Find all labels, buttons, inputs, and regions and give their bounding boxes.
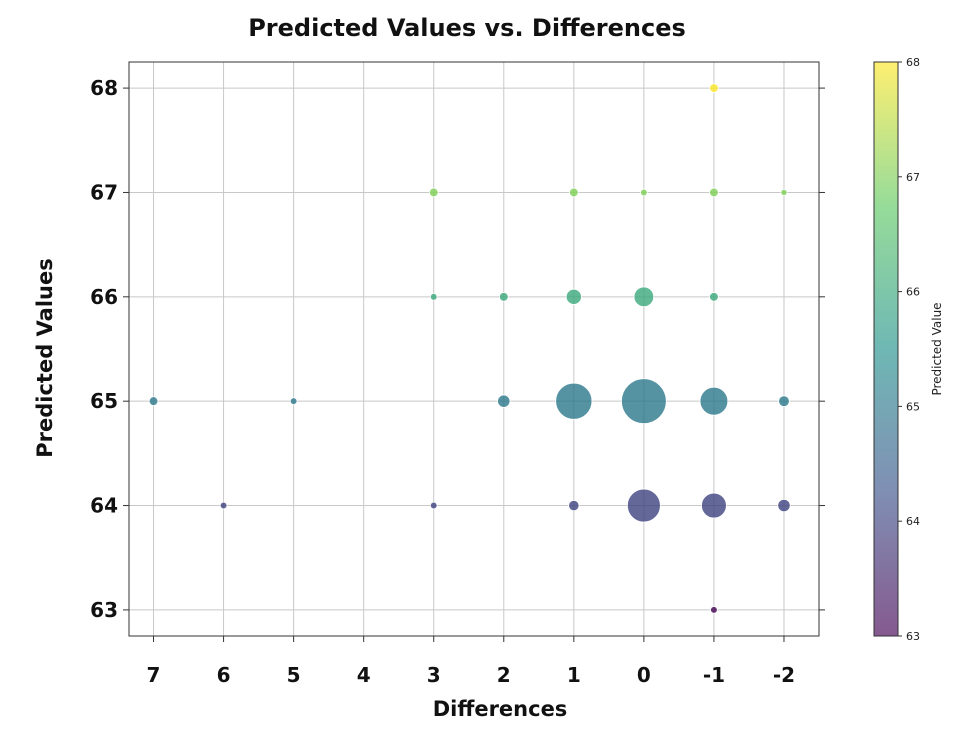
colorbar-gradient [873, 61, 899, 637]
data-point [633, 286, 655, 308]
y-tick-label: 66 [90, 285, 118, 309]
colorbar-tick-label: 65 [906, 400, 920, 413]
y-tick-label: 63 [90, 598, 118, 622]
data-points [148, 83, 791, 614]
data-point [569, 187, 579, 198]
colorbar-tick-label: 63 [906, 630, 920, 643]
data-point [219, 501, 228, 510]
x-tick-label: 2 [497, 663, 511, 687]
data-point [498, 292, 509, 302]
data-point [429, 501, 438, 510]
x-tick-label: -1 [703, 663, 725, 687]
x-tick-label: 7 [147, 663, 161, 687]
colorbar-label: Predicted Value [930, 302, 944, 395]
x-tick-label: 5 [287, 663, 301, 687]
chart-title: Predicted Values vs. Differences [248, 14, 686, 42]
data-point [627, 488, 661, 523]
data-point [709, 187, 719, 198]
data-point [555, 382, 593, 420]
data-point [621, 378, 667, 425]
data-point [428, 187, 439, 198]
y-tick-label: 64 [90, 494, 118, 518]
colorbar-ticks: 63 64 65 66 67 68 [898, 56, 920, 643]
y-tick-label: 65 [90, 389, 118, 413]
colorbar-tick-label: 66 [906, 286, 920, 299]
data-point [709, 292, 719, 302]
y-axis-title: Predicted Values [33, 258, 57, 457]
colorbar-tick-label: 64 [906, 515, 920, 528]
x-axis-title: Differences [433, 697, 568, 721]
data-point [640, 188, 648, 197]
y-tick-label: 67 [90, 180, 118, 204]
data-point [701, 492, 727, 519]
data-point [148, 396, 159, 406]
x-tick-label: 1 [567, 663, 581, 687]
x-tick-label: 6 [217, 663, 231, 687]
x-tick-label: 0 [637, 663, 651, 687]
colorbar-tick-label: 67 [906, 171, 920, 184]
x-tick-label: -2 [773, 663, 795, 687]
data-point [289, 397, 298, 405]
x-tick-label: 4 [357, 663, 371, 687]
grid [129, 62, 819, 636]
data-point [497, 394, 511, 408]
colorbar: 63 64 65 66 67 68 Predicted Value [873, 56, 944, 643]
data-point [710, 606, 718, 614]
data-point [565, 288, 582, 305]
data-point [429, 293, 438, 301]
colorbar-tick-label: 68 [906, 56, 920, 69]
plot-frame [128, 61, 820, 637]
data-point [777, 498, 791, 513]
y-tick-label: 68 [90, 76, 118, 100]
data-point [709, 83, 719, 93]
data-point [778, 395, 790, 407]
data-point [568, 499, 580, 512]
data-point [699, 386, 729, 416]
data-point [780, 188, 788, 196]
x-tick-label: 3 [427, 663, 441, 687]
